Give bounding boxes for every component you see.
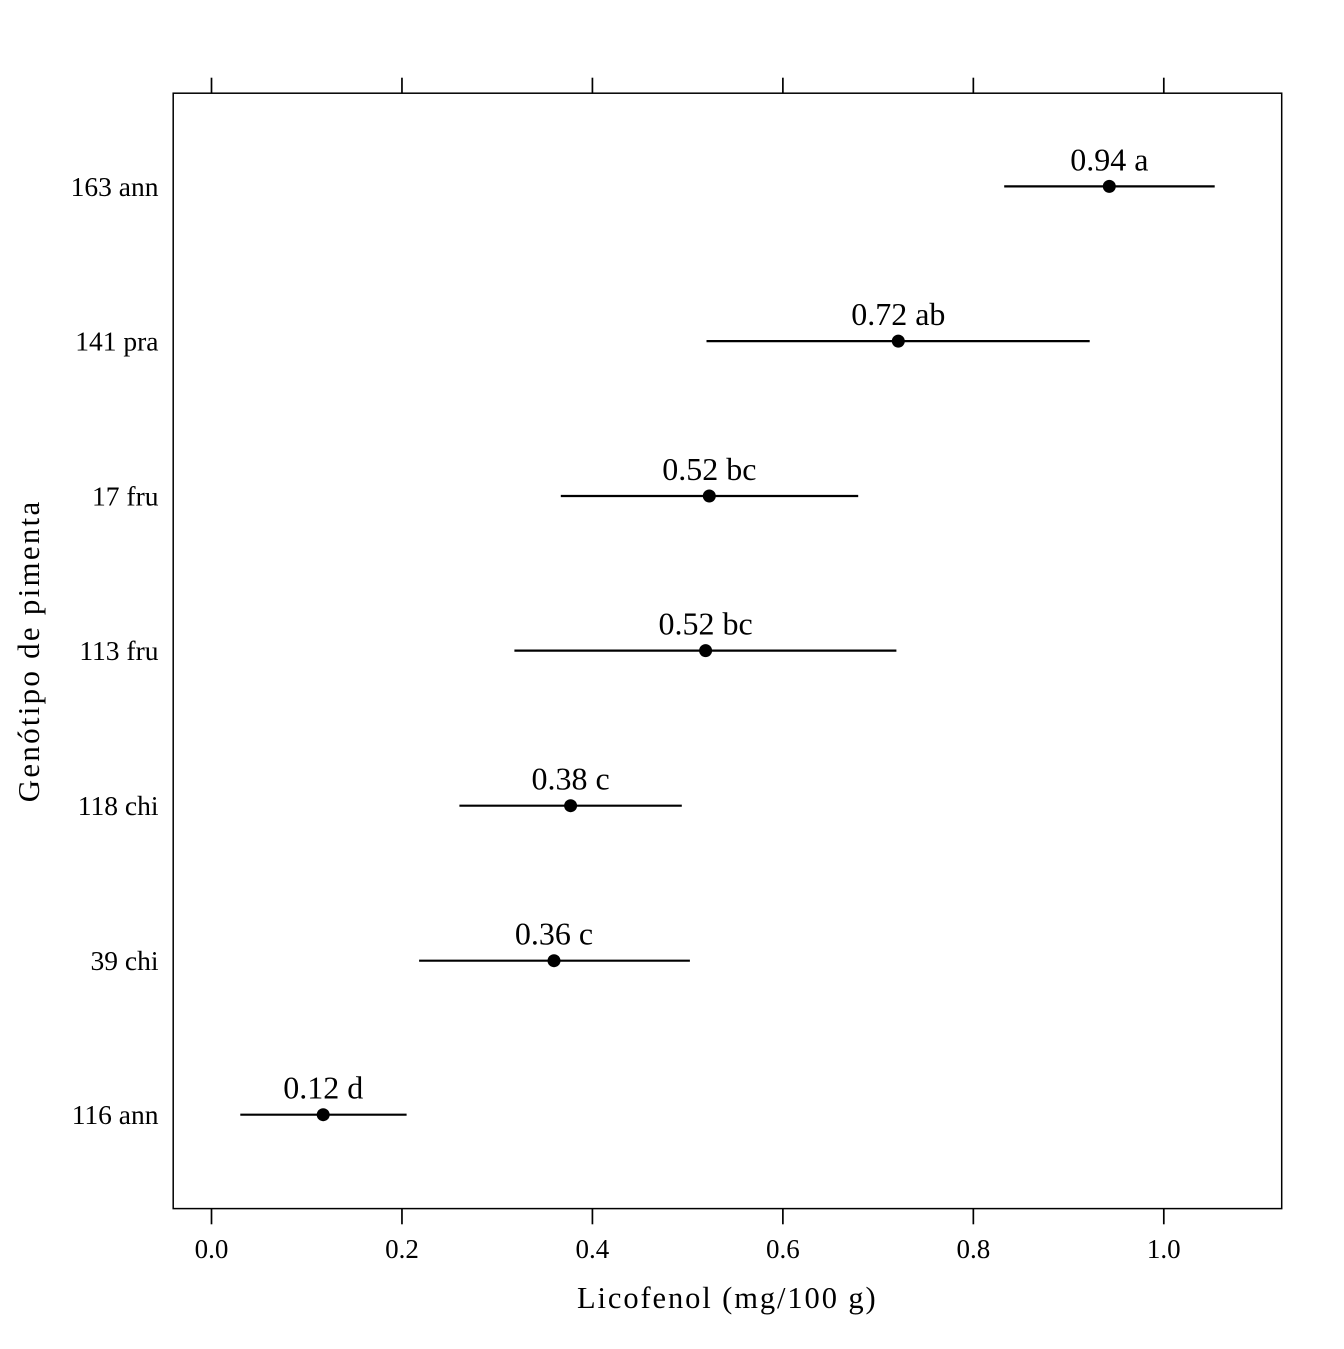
svg-text:0.36 c: 0.36 c [515,916,593,952]
svg-text:0.8: 0.8 [956,1234,990,1264]
svg-text:113 fru: 113 fru [79,635,158,666]
svg-text:17 fru: 17 fru [92,481,159,512]
svg-text:0.72 ab: 0.72 ab [851,296,945,332]
svg-text:0.6: 0.6 [766,1234,800,1264]
svg-text:0.38 c: 0.38 c [531,761,609,797]
svg-text:141 pra: 141 pra [75,326,158,357]
svg-text:0.94 a: 0.94 a [1070,141,1148,177]
svg-text:0.4: 0.4 [576,1234,610,1264]
svg-text:118 chi: 118 chi [78,790,159,821]
svg-text:39 chi: 39 chi [91,945,159,976]
svg-text:1.0: 1.0 [1147,1234,1181,1264]
svg-text:Genótipo de pimenta: Genótipo de pimenta [11,500,46,803]
svg-text:0.2: 0.2 [385,1234,419,1264]
svg-text:0.12 d: 0.12 d [283,1070,363,1106]
svg-text:0.52 bc: 0.52 bc [662,451,756,487]
svg-text:0.0: 0.0 [195,1234,229,1264]
svg-text:163 ann: 163 ann [71,171,159,202]
svg-text:116 ann: 116 ann [72,1099,159,1130]
svg-text:Licofenol (mg/100 g): Licofenol (mg/100 g) [577,1281,878,1315]
svg-text:0.52 bc: 0.52 bc [658,606,752,642]
